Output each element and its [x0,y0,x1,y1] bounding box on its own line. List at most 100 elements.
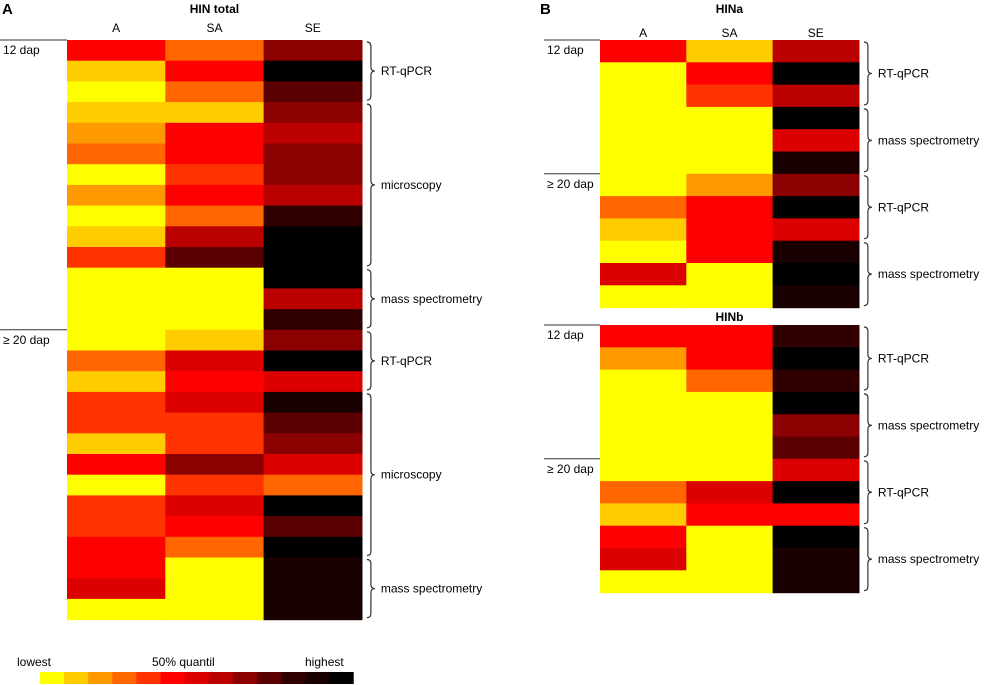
group-label: RT-qPCR [381,354,432,368]
heatmap-cell [686,391,774,415]
group-brace [863,393,872,458]
column-label: A [639,26,647,40]
group-brace [863,108,872,173]
heatmap-cell [686,263,774,286]
heatmap-cell [772,325,860,348]
heatmap-cell [600,481,687,504]
heatmap-cell [600,40,687,63]
heatmap-cell [772,62,860,86]
heatmap-cell [67,598,166,621]
heatmap-cell [772,196,860,219]
heatmap-cell [165,164,265,186]
legend-high-label: highest [305,655,344,669]
heatmap-cell [686,481,774,504]
group-brace [366,269,375,329]
heatmap-cell [263,267,363,289]
heatmap-cell [263,247,363,269]
heatmap-cell [600,347,687,371]
heatmap-cell [772,263,860,286]
legend-swatch [160,672,185,684]
heatmap-cell [772,173,860,197]
group-label: mass spectrometry [381,582,482,596]
heatmap-cell [772,106,860,130]
heatmap-cell [772,84,860,108]
column-label: SA [721,26,737,40]
legend-swatch [112,672,137,684]
group-brace [863,175,872,240]
heatmap-cell [600,129,687,153]
heatmap-cell [686,151,774,175]
heatmap-cell [165,143,265,165]
heatmap-cell [600,285,687,309]
group-label: RT-qPCR [878,485,929,499]
heatmap-cell [165,412,265,434]
heatmap-cell [67,247,166,269]
heatmap-cell [263,433,363,455]
group-brace [863,41,872,106]
heatmap-cell [600,570,687,594]
heatmap-cell [165,226,265,248]
heatmap-cell [600,414,687,438]
heatmap-cell [165,391,265,414]
panel-title: HINa [716,2,744,16]
heatmap-cell [67,350,166,372]
heatmap-cell [686,458,774,482]
row-label: 12 dap [547,328,584,342]
heatmap-cell [686,129,774,153]
row-label: 12 dap [547,43,584,57]
heatmap-cell [772,240,860,264]
heatmap-cell [686,436,774,460]
heatmap-cell [772,548,860,571]
heatmap-cell [67,122,166,145]
group-label: microscopy [381,468,442,482]
heatmap-cell [67,578,166,600]
heatmap-cell [686,325,774,348]
heatmap-cell [165,102,265,124]
heatmap-cell [67,143,166,165]
heatmap-cell [67,391,166,414]
legend-swatch [184,672,210,684]
heatmap-cell [263,495,363,517]
heatmap-cell [686,570,774,594]
heatmap-cell [165,60,265,82]
heatmap-cell [686,196,774,219]
legend-swatch [232,672,258,684]
heatmap-cell [165,516,265,538]
heatmap-cell [165,557,265,579]
heatmap-cell [165,184,265,207]
heatmap-cell [263,536,363,559]
group-label: mass spectrometry [878,267,979,281]
heatmap-cell [165,350,265,372]
heatmap-cell [67,557,166,579]
heatmap-cell [67,81,166,103]
heatmap-cell [686,173,774,197]
heatmap-cell [263,371,363,393]
group-label: mass spectrometry [381,292,482,306]
legend-swatch [40,672,65,684]
heatmap-cell [600,436,687,460]
heatmap-cell [772,151,860,175]
heatmap-cell [165,433,265,455]
group-label: mass spectrometry [878,418,979,432]
legend-swatch [305,672,330,684]
row-label: ≥ 20 dap [547,177,594,191]
heatmap-cell [165,247,265,269]
heatmap-cell [67,536,166,559]
legend-swatch [329,672,354,684]
legend-swatch [64,672,89,684]
heatmap-cell [263,143,363,165]
row-label: ≥ 20 dap [547,462,594,476]
heatmap-cell [772,285,860,309]
heatmap-cell [600,391,687,415]
group-brace [366,558,375,619]
heatmap-cell [686,240,774,264]
heatmap-cell [600,369,687,393]
heatmap-cell [67,433,166,455]
heatmap-cell [600,151,687,175]
heatmap-cell [165,578,265,600]
heatmap-cell [67,60,166,82]
heatmap-cell [263,557,363,579]
heatmap-cell [263,350,363,372]
heatmap-cell [600,325,687,348]
